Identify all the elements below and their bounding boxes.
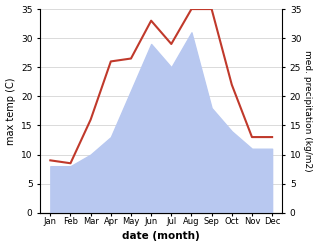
X-axis label: date (month): date (month)	[122, 231, 200, 242]
Y-axis label: max temp (C): max temp (C)	[5, 77, 16, 145]
Y-axis label: med. precipitation (kg/m2): med. precipitation (kg/m2)	[303, 50, 313, 172]
